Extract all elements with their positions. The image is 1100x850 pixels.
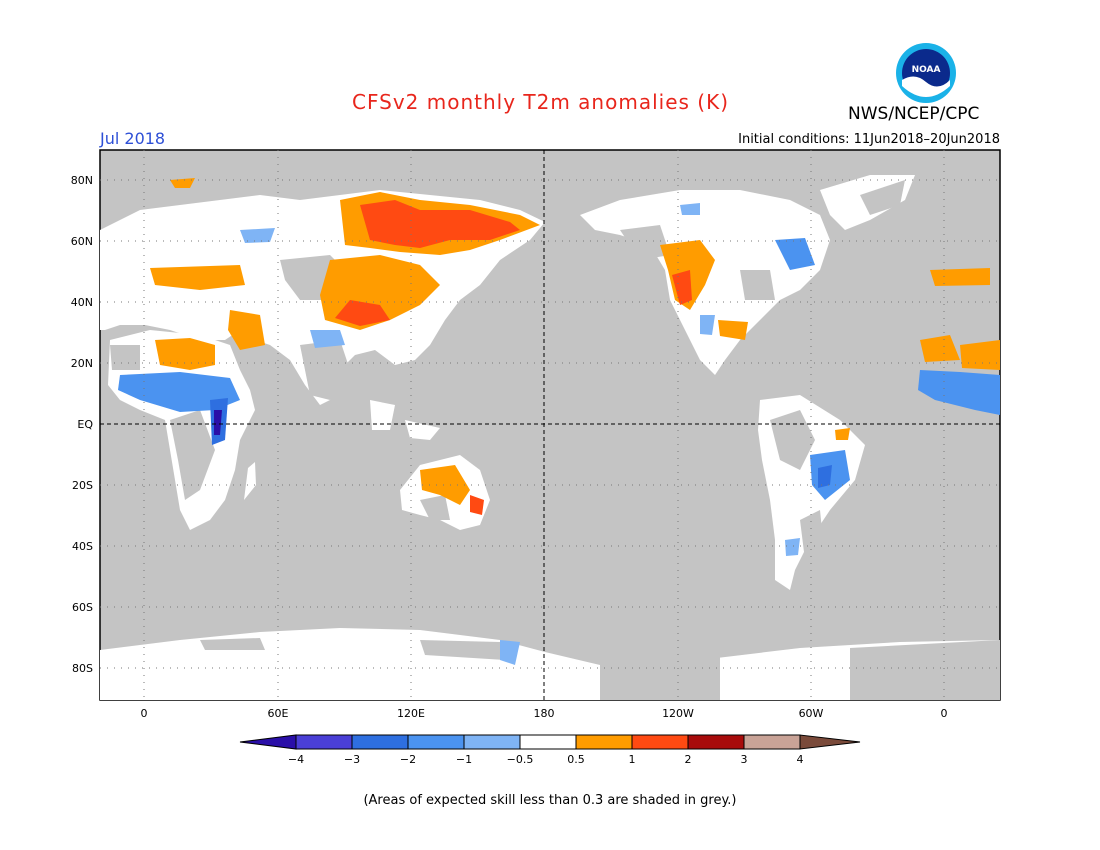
lat-label: 80N: [71, 174, 93, 187]
legend-tick: −3: [344, 753, 360, 766]
legend-swatch: [351, 734, 409, 750]
chart-title: CFSv2 monthly T2m anomalies (K): [352, 90, 729, 114]
lon-label: 60E: [268, 707, 289, 720]
legend-tick: −0.5: [507, 753, 534, 766]
minor-gridlines: [100, 150, 1000, 700]
legend-arrow-high: [799, 734, 861, 750]
lon-label: 180: [534, 707, 555, 720]
legend-swatch: [463, 734, 521, 750]
legend-tick: 0.5: [567, 753, 585, 766]
legend-tick: 3: [741, 753, 748, 766]
legend-swatch: [687, 734, 745, 750]
latitude-labels: 80N 60N 40N 20N EQ 20S 40S 60S 80S: [71, 174, 94, 675]
legend-tick: 1: [629, 753, 636, 766]
legend-tick: −2: [400, 753, 416, 766]
lat-label: 20S: [72, 479, 93, 492]
organization-label: NWS/NCEP/CPC: [848, 104, 980, 124]
legend-tick: 2: [685, 753, 692, 766]
legend-swatch: [743, 734, 801, 750]
legend-tick: −1: [456, 753, 472, 766]
forecast-month: Jul 2018: [100, 129, 166, 148]
lat-label: 80S: [72, 662, 93, 675]
lat-label: 60S: [72, 601, 93, 614]
legend-swatch: [519, 734, 577, 750]
lat-label: 40N: [71, 296, 93, 309]
legend-tick-labels: −4 −3 −2 −1 −0.5 0.5 1 2 3 4: [288, 753, 804, 766]
skill-footnote: (Areas of expected skill less than 0.3 a…: [363, 793, 737, 808]
lat-label: EQ: [77, 418, 93, 431]
logo-text: NOAA: [912, 65, 941, 75]
legend-arrow-low: [239, 734, 297, 750]
legend-tick: −4: [288, 753, 304, 766]
legend-swatch: [295, 734, 353, 750]
map-gridlines: [100, 150, 1000, 700]
lon-label: 0: [941, 707, 948, 720]
lon-label: 120W: [662, 707, 694, 720]
lat-label: 20N: [71, 357, 93, 370]
cool-anomalies: [118, 203, 1000, 665]
legend-swatch: [631, 734, 689, 750]
legend-tick: 4: [797, 753, 804, 766]
lon-label: 0: [141, 707, 148, 720]
legend-swatch: [575, 734, 633, 750]
legend-swatch: [407, 734, 465, 750]
lat-label: 60N: [71, 235, 93, 248]
longitude-labels: 0 60E 120E 180 120W 60W 0: [141, 707, 948, 720]
initial-conditions: Initial conditions: 11Jun2018–20Jun2018: [738, 132, 1000, 147]
color-legend: [239, 734, 861, 750]
lon-label: 60W: [799, 707, 824, 720]
low-skill-shading: [110, 180, 1000, 700]
lon-label: 120E: [397, 707, 425, 720]
noaa-logo-icon: NOAA: [896, 43, 956, 103]
lat-label: 40S: [72, 540, 93, 553]
warm-anomalies: [150, 178, 1000, 515]
land-antarctica: [100, 628, 1000, 700]
